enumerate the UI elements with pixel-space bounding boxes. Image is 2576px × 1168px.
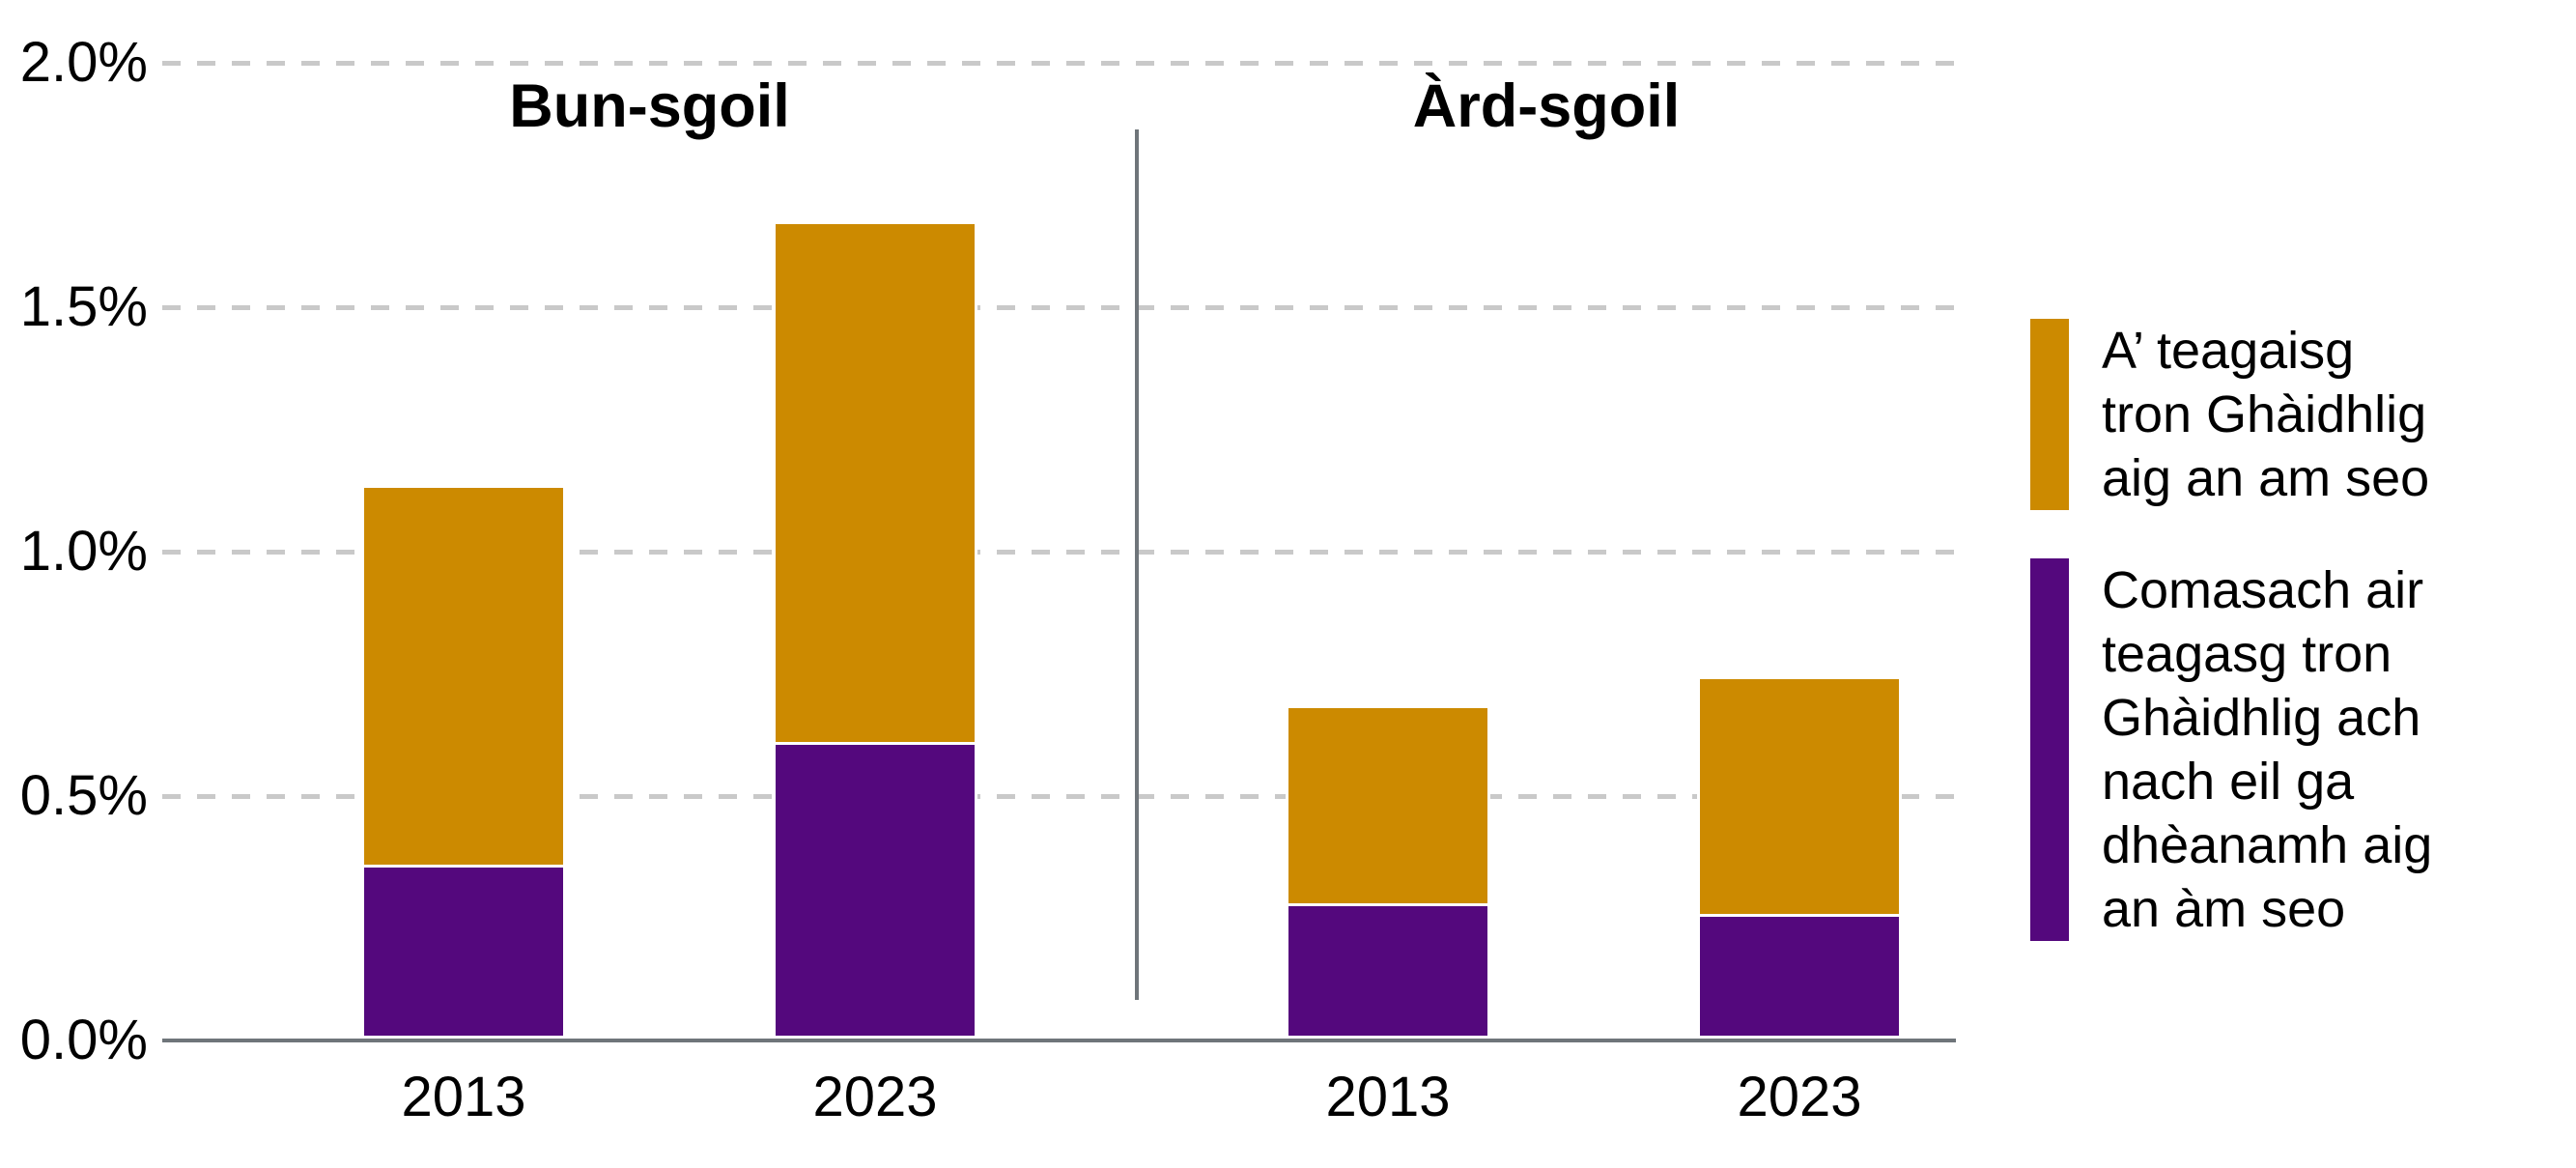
gridline-2.0% (162, 61, 1956, 66)
x-tick-label-Àrd-sgoil-2013: 2013 (1325, 1066, 1451, 1128)
legend-swatch-capable (2030, 558, 2069, 941)
legend-item-capable: Comasach air teagasg tron Ghàidhlig ach … (2030, 558, 2432, 941)
x-axis-line (162, 1039, 1956, 1042)
gridline-0.5% (162, 794, 1956, 799)
bar-segment-capable-Àrd-sgoil-2023 (1700, 917, 1899, 1036)
bar-segment-teaching-Bun-sgoil-2023 (776, 224, 975, 742)
y-tick-label-1.0%: 1.0% (19, 520, 148, 583)
y-tick-label-1.5%: 1.5% (19, 275, 148, 338)
legend-item-teaching: A’ teagaisg tron Ghàidhlig aig an am seo (2030, 319, 2432, 510)
legend: A’ teagaisg tron Ghàidhlig aig an am seo… (2030, 319, 2432, 941)
y-tick-label-0.0%: 0.0% (19, 1009, 148, 1071)
panel-divider-line (1135, 129, 1139, 1000)
bar-segment-capable-Bun-sgoil-2023 (776, 745, 975, 1036)
bar-segment-teaching-Bun-sgoil-2013 (364, 488, 563, 865)
x-tick-label-Àrd-sgoil-2023: 2023 (1737, 1066, 1862, 1128)
gridline-1.0% (162, 550, 1956, 555)
bar-segment-teaching-Àrd-sgoil-2023 (1700, 679, 1899, 914)
legend-label-capable: Comasach air teagasg tron Ghàidhlig ach … (2102, 561, 2433, 938)
x-tick-label-Bun-sgoil-2013: 2013 (401, 1066, 526, 1128)
panel-title-bun-sgoil: Bun-sgoil (509, 72, 790, 140)
panel-title-ard-sgoil: Àrd-sgoil (1412, 72, 1681, 140)
legend-label-teaching: A’ teagaisg tron Ghàidhlig aig an am seo (2102, 322, 2430, 507)
x-tick-label-Bun-sgoil-2023: 2023 (812, 1066, 938, 1128)
bar-segment-teaching-Àrd-sgoil-2013 (1288, 708, 1487, 903)
y-tick-label-0.5%: 0.5% (19, 764, 148, 827)
gridline-1.5% (162, 305, 1956, 310)
bar-segment-capable-Bun-sgoil-2013 (364, 868, 563, 1036)
bar-segment-capable-Àrd-sgoil-2013 (1288, 906, 1487, 1036)
legend-swatch-teaching (2030, 319, 2069, 510)
y-tick-label-2.0%: 2.0% (19, 31, 148, 94)
